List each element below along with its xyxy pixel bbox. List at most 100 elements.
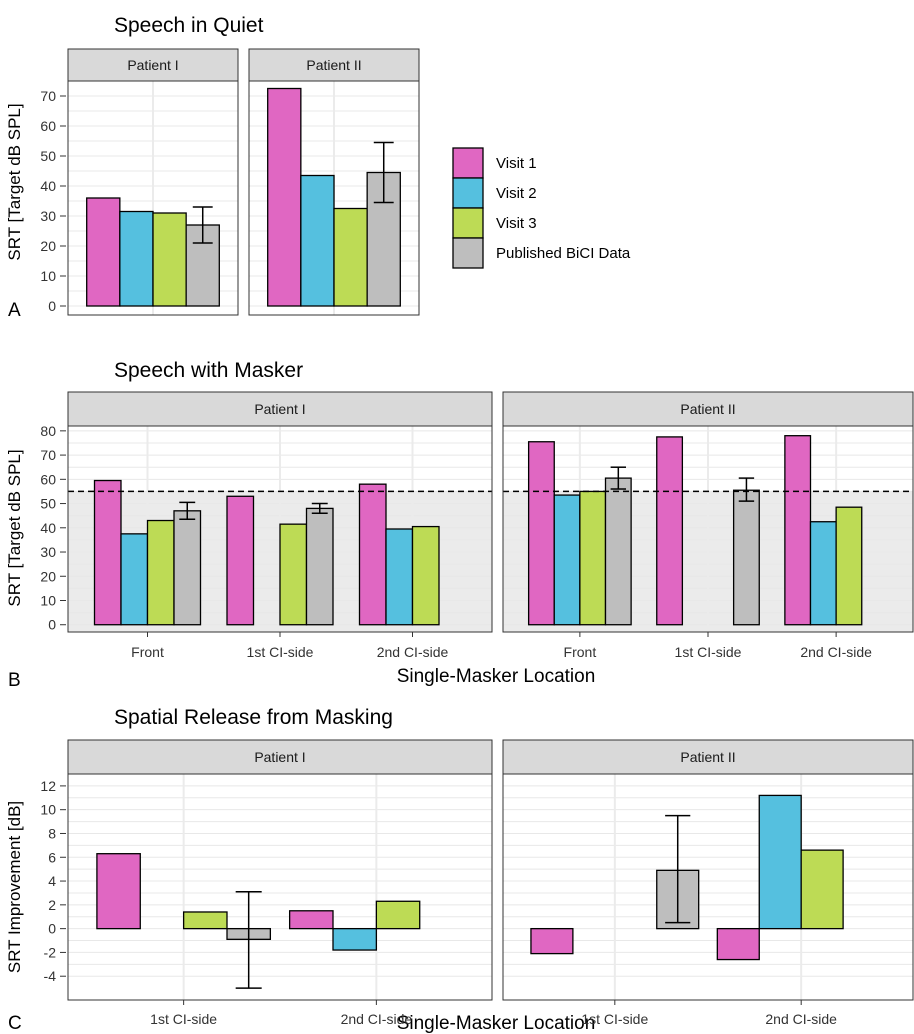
xlabel-c: Single-Masker Location bbox=[397, 1013, 596, 1034]
plot-area-a: SRT [Target dB SPL] 0 10 20 30 40 50 60 70 Patien… bbox=[5, 48, 420, 316]
xtick-label-c: 2nd CI-side bbox=[765, 1011, 837, 1027]
ytick-label-a: 20 bbox=[40, 238, 56, 254]
bar-b bbox=[385, 528, 414, 626]
bar-b bbox=[809, 521, 837, 626]
bar-c bbox=[182, 911, 228, 930]
ytick-label-b: 50 bbox=[40, 496, 56, 512]
panel-label-b: B bbox=[8, 670, 21, 691]
panel-a: Speech in Quiet A SRT [Target dB SPL] 0 10… bbox=[5, 14, 631, 321]
legend: Visit 1 Visit 2 Visit 3 Published BiCI Data bbox=[452, 147, 631, 269]
plot-area-b: SRT [Target dB SPL] 0 10 20 30 40 50 60 70 80 Fron… bbox=[5, 391, 914, 660]
bar-c bbox=[800, 849, 844, 930]
bar-b bbox=[305, 507, 334, 626]
bar-b bbox=[784, 435, 812, 626]
legend-swatch bbox=[452, 177, 484, 209]
facet-title-b: Patient II bbox=[680, 401, 735, 417]
facet-strip-c bbox=[67, 739, 493, 775]
panel-b: Speech with Masker B Single-Masker Locat… bbox=[5, 359, 914, 691]
panel-c: Spatial Release from Masking C Single-Ma… bbox=[5, 706, 914, 1034]
ytick-label-a: 70 bbox=[40, 88, 56, 104]
bar-b bbox=[358, 483, 387, 626]
xtick-label-b: 1st CI-side bbox=[247, 644, 314, 660]
bar-c bbox=[530, 927, 574, 955]
xtick-label-c: 1st CI-side bbox=[581, 1011, 648, 1027]
bar-b bbox=[527, 441, 555, 626]
legend-swatch bbox=[452, 207, 484, 239]
bar-b bbox=[656, 436, 684, 626]
facet-strip-a bbox=[248, 48, 420, 82]
xtick-label-b: 1st CI-side bbox=[675, 644, 742, 660]
bar-a bbox=[333, 207, 368, 307]
bar-a bbox=[152, 212, 187, 307]
bar-b bbox=[279, 523, 308, 626]
legend-label: Visit 1 bbox=[496, 155, 537, 172]
ytick-label-c: 10 bbox=[40, 802, 56, 818]
plot-border-b bbox=[502, 425, 914, 633]
bar-b bbox=[146, 519, 175, 626]
legend-label: Visit 2 bbox=[496, 185, 537, 202]
title-b: Speech with Masker bbox=[114, 359, 303, 382]
ytick-label-b: 80 bbox=[40, 423, 56, 439]
bar-a bbox=[86, 197, 121, 307]
plot-border-c bbox=[67, 773, 493, 1001]
ytick-label-c: -4 bbox=[44, 968, 57, 984]
ytick-label-c: -2 bbox=[44, 944, 57, 960]
panel-label-a: A bbox=[8, 300, 21, 321]
bar-b bbox=[411, 525, 440, 626]
ytick-label-c: 8 bbox=[48, 825, 56, 841]
ytick-label-b: 0 bbox=[48, 617, 56, 633]
ytick-label-b: 30 bbox=[40, 544, 56, 560]
ylabel-a: SRT [Target dB SPL] bbox=[5, 103, 24, 260]
facet-title-a: Patient II bbox=[306, 57, 361, 73]
plot-border-c bbox=[502, 773, 914, 1001]
bar-c bbox=[758, 794, 802, 930]
ytick-label-c: 0 bbox=[48, 921, 56, 937]
xtick-label-b: Front bbox=[131, 644, 164, 660]
ytick-label-a: 40 bbox=[40, 178, 56, 194]
ytick-label-a: 30 bbox=[40, 208, 56, 224]
bar-c bbox=[288, 910, 334, 930]
xtick-label-b: 2nd CI-side bbox=[377, 644, 449, 660]
plot-area-c: SRT Improvement [dB] -4 -2 0 2 4 6 8 10 12 1st CI-… bbox=[5, 739, 914, 1027]
ytick-label-b: 40 bbox=[40, 520, 56, 536]
bar-b bbox=[173, 510, 202, 626]
legend-label: Published BiCI Data bbox=[496, 245, 631, 262]
ytick-label-c: 2 bbox=[48, 897, 56, 913]
facet-title-b: Patient I bbox=[254, 401, 305, 417]
bar-c bbox=[96, 853, 141, 930]
xlabel-b: Single-Masker Location bbox=[397, 666, 596, 687]
ytick-label-a: 10 bbox=[40, 268, 56, 284]
ylabel-b: SRT [Target dB SPL] bbox=[5, 449, 24, 606]
facet-strip-b bbox=[67, 391, 493, 427]
ylabel-c: SRT Improvement [dB] bbox=[5, 801, 24, 973]
bar-a bbox=[300, 174, 335, 307]
legend-swatch bbox=[452, 237, 484, 269]
bar-b bbox=[553, 494, 581, 626]
bar-a bbox=[119, 210, 154, 307]
plot-border-b bbox=[67, 425, 493, 633]
ytick-label-b: 20 bbox=[40, 568, 56, 584]
facet-title-c: Patient II bbox=[680, 749, 735, 765]
bar-b bbox=[226, 495, 255, 626]
facet-title-a: Patient I bbox=[127, 57, 178, 73]
legend-swatch bbox=[452, 147, 484, 179]
bar-b bbox=[93, 479, 122, 626]
ytick-label-b: 60 bbox=[40, 471, 56, 487]
bar-b bbox=[579, 490, 607, 626]
title-c: Spatial Release from Masking bbox=[114, 706, 393, 729]
legend-label: Visit 3 bbox=[496, 215, 537, 232]
facet-strip-a bbox=[67, 48, 239, 82]
xtick-label-b: Front bbox=[564, 644, 597, 660]
bar-c bbox=[375, 900, 421, 930]
bar-b bbox=[732, 489, 760, 626]
xtick-label-c: 2nd CI-side bbox=[341, 1011, 413, 1027]
plot-bg-c bbox=[503, 774, 913, 1000]
ytick-label-a: 50 bbox=[40, 148, 56, 164]
panel-label-c: C bbox=[8, 1013, 22, 1034]
xtick-label-b: 2nd CI-side bbox=[800, 644, 872, 660]
ytick-label-c: 12 bbox=[40, 778, 56, 794]
ytick-label-a: 0 bbox=[48, 298, 56, 314]
ytick-label-a: 60 bbox=[40, 118, 56, 134]
bar-b bbox=[120, 533, 149, 626]
